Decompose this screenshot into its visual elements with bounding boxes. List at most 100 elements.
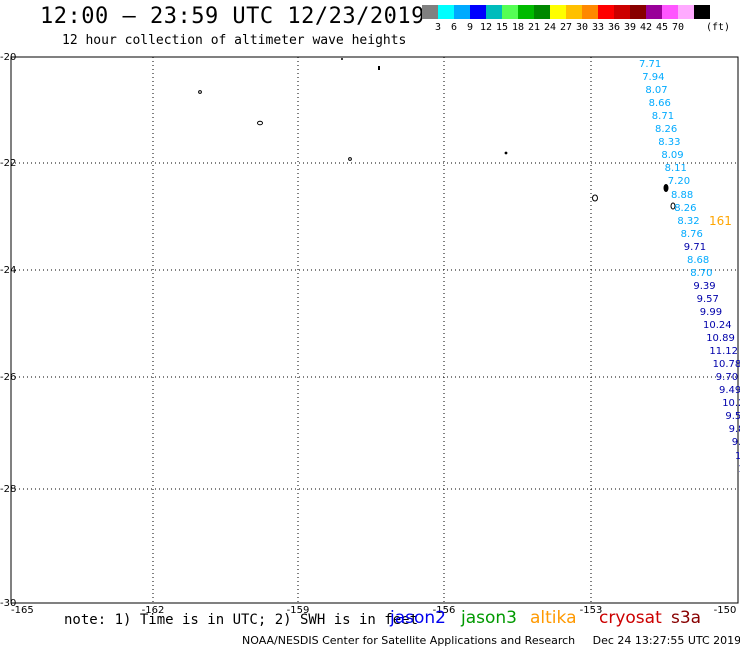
color-scale-label: 21 [527, 22, 541, 33]
latitude-label: -30 [0, 598, 16, 609]
wave-height-label: 10.24 [703, 320, 732, 331]
wave-height-label: 8.71 [651, 111, 675, 123]
map-subtitle: 12 hour collection of altimeter wave hei… [62, 33, 407, 48]
latitude-label: -28 [0, 484, 16, 495]
island [341, 58, 343, 60]
color-scale-label: 27 [559, 22, 573, 33]
wave-height-label: 8.66 [648, 98, 671, 110]
wave-height-label: 10.89 [706, 333, 735, 345]
color-swatch [486, 5, 502, 19]
island [257, 120, 263, 126]
satellite-jason2: jason2 [390, 608, 446, 628]
color-scale-label: 33 [591, 22, 605, 33]
wave-height-label: 8.68 [687, 254, 710, 266]
credit-text: NOAA/NESDIS Center for Satellite Applica… [242, 634, 576, 647]
island [348, 157, 352, 161]
wave-height-label: 8.70 [690, 267, 713, 279]
wave-height-label: 7.94 [642, 72, 665, 84]
wave-height-label: 9.8 [728, 424, 740, 436]
satellite-s3a: s3a [671, 608, 702, 628]
color-scale-label: 15 [495, 22, 509, 33]
wave-height-label: 9.49 [719, 385, 740, 397]
color-scale-label: 3 [434, 22, 442, 33]
color-swatch [678, 5, 694, 19]
color-scale-label: 12 [479, 22, 493, 33]
color-scale-label: 18 [511, 22, 525, 33]
wave-height-label: 8.32 [677, 215, 700, 227]
wave-height-label: 10 [738, 464, 740, 475]
color-scale-label: 9 [466, 22, 474, 33]
island [670, 202, 676, 210]
satellite-jason3: jason3 [461, 608, 517, 628]
island [504, 151, 508, 155]
wave-height-label: 9.70 [715, 372, 739, 384]
color-swatch [518, 5, 534, 19]
color-swatch [470, 5, 486, 19]
color-scale-label: 45 [655, 22, 669, 33]
color-swatch [454, 5, 470, 19]
wave-height-label: 11.12 [709, 346, 739, 358]
color-swatch [550, 5, 566, 19]
wave-height-label: 9.56 [725, 411, 740, 423]
color-swatch [422, 5, 438, 19]
color-scale-label: 24 [543, 22, 557, 33]
color-swatch [438, 5, 454, 19]
color-swatch [694, 5, 710, 19]
satellite-cryosat: cryosat [599, 608, 662, 628]
wave-height-label: 9.71 [683, 241, 707, 253]
wave-height-label: 10.78 [712, 359, 740, 371]
island [592, 194, 598, 202]
color-swatch [662, 5, 678, 19]
color-swatch [630, 5, 646, 19]
longitude-label: -162 [142, 605, 165, 616]
color-swatch [502, 5, 518, 19]
islands [198, 58, 676, 210]
wave-height-label: 9.57 [696, 293, 719, 305]
wave-height-label: 8.88 [671, 189, 694, 201]
color-scale-label: 70 [671, 22, 685, 33]
timestamp-text: Dec 24 13:27:55 UTC 2019 [592, 634, 740, 647]
map-grid [11, 57, 738, 603]
wave-height-label: 8.26 [655, 124, 678, 136]
color-swatch [614, 5, 630, 19]
color-scale-label: 30 [575, 22, 589, 33]
wave-height-label: 7.71 [639, 59, 662, 70]
color-swatch [534, 5, 550, 19]
wave-height-label: 10. [735, 450, 740, 462]
axis-labels: -20 -22 -24 -26 -28 -30-165 -162 -159 -156 -153 -1… [0, 52, 736, 616]
latitude-label: -26 [0, 372, 16, 383]
wave-height-label: 8.11 [664, 163, 687, 175]
longitude-label: -159 [287, 605, 310, 616]
wave-height-label: 8.76 [680, 228, 703, 240]
island [663, 184, 669, 192]
wave-height-label: 7.20 [667, 176, 691, 188]
island [378, 66, 380, 70]
longitude-label: -153 [580, 605, 603, 616]
longitude-label: -156 [433, 605, 456, 616]
color-scale-label: 6 [450, 22, 458, 33]
color-scale-label: 42 [639, 22, 653, 33]
color-scale-unit: (ft) [706, 22, 731, 33]
note-text: note: 1) Time is in UTC; 2) SWH is in fe… [64, 612, 419, 628]
wave-height-label-altika: 161 [709, 214, 732, 228]
color-swatch [598, 5, 614, 19]
island [198, 90, 202, 94]
color-swatch [582, 5, 598, 19]
longitude-label: -150 [714, 605, 737, 616]
latitude-label: -20 [0, 52, 16, 63]
wave-height-label: 9.99 [699, 306, 723, 318]
color-swatch [566, 5, 582, 19]
wave-height-label: 8.26 [674, 202, 697, 214]
color-scale-label: 39 [623, 22, 637, 33]
map-frame [10, 56, 739, 604]
color-scale-label: 36 [607, 22, 621, 33]
longitude-label: -165 [11, 605, 34, 616]
footer-credit: NOAA/NESDIS Center for Satellite Applica… [242, 634, 740, 647]
map-title: 12:00 – 23:59 UTC 12/23/2019 [40, 4, 425, 29]
wave-height-label: 8.07 [645, 85, 668, 97]
wave-height-label: 9.39 [693, 280, 716, 292]
wave-height-label: 10.28 [722, 398, 740, 410]
satellite-altika: altika [530, 608, 577, 628]
color-swatch [646, 5, 662, 19]
